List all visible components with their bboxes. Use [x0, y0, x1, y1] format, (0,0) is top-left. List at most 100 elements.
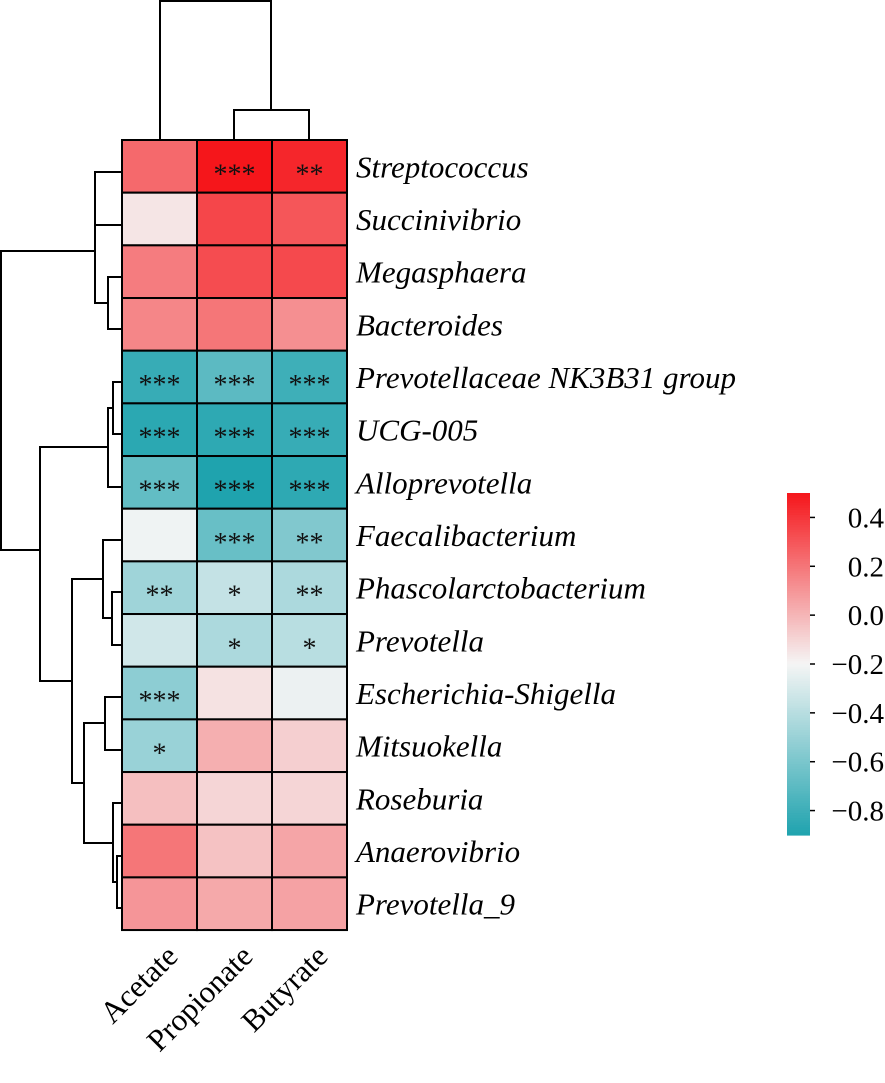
colorbar-segment: [787, 558, 810, 562]
colorbar-segment: [787, 705, 810, 709]
colorbar-segment: [787, 554, 810, 558]
colorbar-segment: [787, 827, 810, 831]
colorbar-segment: [787, 739, 810, 743]
colorbar-segment: [787, 754, 810, 758]
heatmap-cell: [121, 191, 198, 247]
colorbar-segment: [787, 808, 810, 812]
colorbar-tick-label: −0.6: [831, 747, 884, 779]
colorbar-segment: [787, 727, 810, 731]
colorbar-segment: [787, 580, 810, 584]
heatmap-cell: [121, 876, 198, 932]
colorbar-segment: [787, 734, 810, 738]
significance-mark: ***: [289, 370, 331, 401]
heatmap-cell: [271, 244, 348, 300]
colorbar-segment: [787, 722, 810, 726]
significance-mark: **: [296, 581, 324, 612]
significance-mark: ***: [214, 423, 256, 454]
heatmap-cell: [271, 823, 348, 879]
colorbar-segment: [787, 778, 810, 782]
colorbar-segment: [787, 729, 810, 733]
colorbar-tick-label: 0.0: [848, 600, 884, 632]
colorbar-segment: [787, 747, 810, 751]
heatmap-cell: [121, 297, 198, 352]
heatmap-cell: [271, 665, 348, 721]
colorbar-segment: [787, 771, 810, 775]
row-label: Succinivibrio: [356, 202, 521, 237]
colorbar-segment: [787, 773, 810, 777]
colorbar-segment: [787, 610, 810, 614]
colorbar-segment: [787, 725, 810, 729]
colorbar-tick-label: 0.4: [848, 502, 885, 534]
significance-marks: *** ***** *** ****** *** ****** *** ****** **** *…: [139, 159, 331, 769]
colorbar-segment: [787, 634, 810, 638]
colorbar-segment: [787, 783, 810, 787]
colorbar-tick-label: −0.2: [831, 649, 884, 681]
significance-mark: **: [296, 528, 324, 559]
heatmap-cell: [121, 771, 198, 826]
colorbar-segment: [787, 600, 810, 604]
heatmap-cell: [196, 613, 273, 668]
colorbar-segment: [787, 512, 810, 516]
colorbar-segment: [787, 527, 810, 531]
colorbar-segment: [787, 671, 810, 675]
colorbar-segment: [787, 817, 810, 821]
row-dendrogram: [0, 171, 122, 909]
colorbar-segment: [787, 820, 810, 824]
colorbar-segment: [787, 803, 810, 807]
colorbar-segment: [787, 502, 810, 506]
colorbar-segment: [787, 810, 810, 814]
colorbar-segment: [787, 678, 810, 682]
colorbar-segment: [787, 595, 810, 599]
heatmap-cell: [196, 665, 273, 721]
colorbar-segment: [787, 529, 810, 533]
colorbar-segment: [787, 551, 810, 555]
colorbar-segment: [787, 786, 810, 790]
significance-mark: **: [146, 581, 174, 612]
colorbar-segment: [787, 666, 810, 670]
significance-mark: ***: [139, 423, 181, 454]
colorbar-segment: [787, 637, 810, 641]
colorbar-segment: [787, 514, 810, 519]
colorbar-segment: [787, 800, 810, 804]
row-label: UCG-005: [356, 413, 478, 448]
colorbar-segment: [787, 566, 810, 570]
colorbar-segment: [787, 732, 810, 736]
colorbar-segment: [787, 715, 810, 719]
heatmap-cell: [121, 507, 198, 563]
colorbar-segment: [787, 695, 810, 699]
heatmap-cell: [196, 823, 273, 879]
colorbar-segment: [787, 651, 810, 655]
colorbar-segment: [787, 576, 810, 580]
colorbar-segment: [787, 583, 810, 587]
colorbar-segment: [787, 632, 810, 636]
colorbar-segment: [787, 607, 810, 611]
colorbar-segment: [787, 795, 810, 799]
colorbar-segment: [787, 561, 810, 565]
heatmap-cell: [196, 191, 273, 247]
significance-mark: ***: [139, 686, 181, 717]
colorbar-segment: [787, 781, 810, 785]
heatmap-cell: [271, 771, 348, 826]
heatmap-cell: [271, 876, 348, 932]
colorbar-segment: [787, 712, 810, 716]
row-label: Streptococcus: [356, 149, 529, 184]
colorbar-segment: [787, 744, 810, 748]
colorbar-segment: [787, 556, 810, 560]
significance-mark: *: [228, 581, 242, 612]
colorbar-segment: [787, 649, 810, 653]
heatmap-cell: [121, 613, 198, 668]
colorbar-segment: [787, 624, 810, 628]
significance-mark: *: [228, 633, 242, 664]
colorbar-segment: [787, 546, 810, 550]
colorbar-segment: [787, 703, 810, 707]
colorbar-segment: [787, 756, 810, 760]
heatmap-cell: [271, 402, 348, 458]
colorbar-segment: [787, 563, 810, 567]
colorbar-segment: [787, 639, 810, 643]
colorbar-segment: [787, 573, 810, 577]
colorbar-segment: [787, 661, 810, 665]
heatmap-cell: [196, 718, 273, 774]
colorbar-segment: [787, 798, 810, 802]
heatmap-cell: [196, 244, 273, 300]
colorbar-segment: [787, 737, 810, 741]
